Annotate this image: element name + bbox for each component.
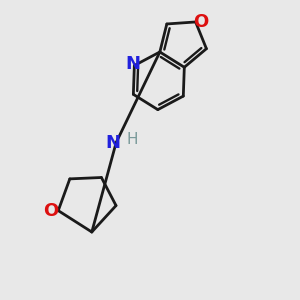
- Text: O: O: [43, 202, 58, 220]
- Text: N: N: [106, 134, 121, 152]
- Text: O: O: [193, 13, 208, 31]
- Text: N: N: [125, 55, 140, 73]
- Text: H: H: [127, 132, 138, 147]
